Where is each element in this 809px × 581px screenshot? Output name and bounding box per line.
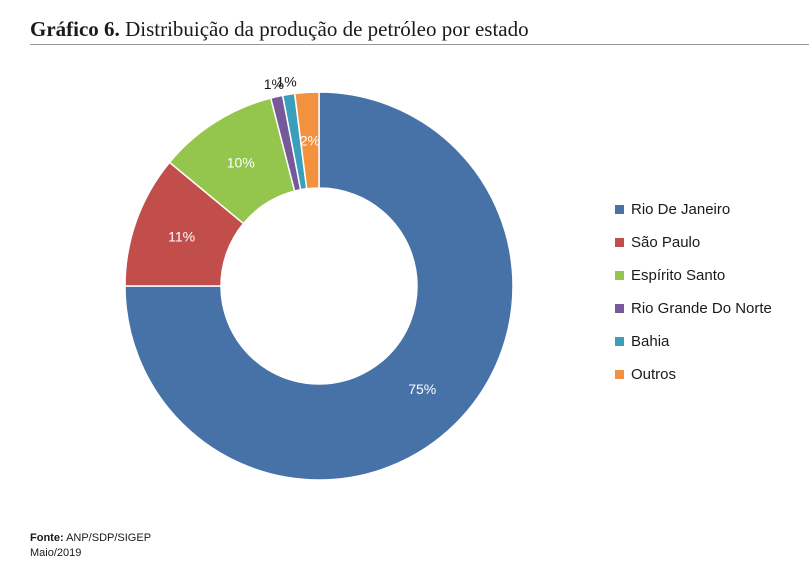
legend-label: Outros bbox=[631, 366, 677, 383]
chart-title-text: Distribuição da produção de petróleo por… bbox=[125, 17, 529, 41]
chart-source: Fonte: ANP/SDP/SIGEP Maio/2019 bbox=[30, 531, 151, 561]
data-label-outros: 2% bbox=[300, 132, 320, 148]
legend-label: Rio De Janeiro bbox=[631, 201, 731, 218]
data-label-rio-de-janeiro: 75% bbox=[408, 381, 436, 397]
legend-swatch bbox=[615, 238, 624, 247]
source-date: Maio/2019 bbox=[30, 547, 82, 559]
legend-item-espirito-santo: Espírito Santo bbox=[615, 259, 772, 292]
legend-swatch bbox=[615, 370, 624, 379]
chart-legend: Rio De Janeiro São Paulo Espírito Santo Rio… bbox=[615, 193, 772, 391]
data-label-rio-grande-do-norte: 1% bbox=[264, 76, 284, 92]
legend-item-rio-grande-do-norte: Rio Grande Do Norte bbox=[615, 292, 772, 325]
data-label-bahia: 1% bbox=[277, 74, 297, 90]
legend-label: São Paulo bbox=[631, 234, 701, 251]
legend-item-outros: Outros bbox=[615, 358, 772, 391]
legend-item-rio-de-janeiro: Rio De Janeiro bbox=[615, 193, 772, 226]
legend-item-sao-paulo: São Paulo bbox=[615, 226, 772, 259]
slice-rio-de-janeiro bbox=[124, 91, 514, 481]
data-label-sao-paulo: 11% bbox=[168, 229, 195, 245]
legend-label: Espírito Santo bbox=[631, 267, 726, 284]
legend-swatch bbox=[615, 205, 624, 214]
title-divider bbox=[30, 44, 809, 45]
legend-swatch bbox=[615, 271, 624, 280]
chart-title: Gráfico 6. Distribuição da produção de p… bbox=[30, 17, 529, 42]
slice-outros bbox=[293, 91, 320, 190]
legend-swatch bbox=[615, 337, 624, 346]
data-label-espirito-santo: 10% bbox=[227, 155, 255, 171]
source-label: Fonte: bbox=[30, 532, 64, 544]
legend-item-bahia: Bahia bbox=[615, 325, 772, 358]
chart-title-prefix: Gráfico 6. bbox=[30, 17, 120, 41]
legend-label: Rio Grande Do Norte bbox=[631, 300, 772, 317]
source-text: ANP/SDP/SIGEP bbox=[66, 532, 152, 544]
legend-swatch bbox=[615, 304, 624, 313]
legend-label: Bahia bbox=[631, 333, 670, 350]
